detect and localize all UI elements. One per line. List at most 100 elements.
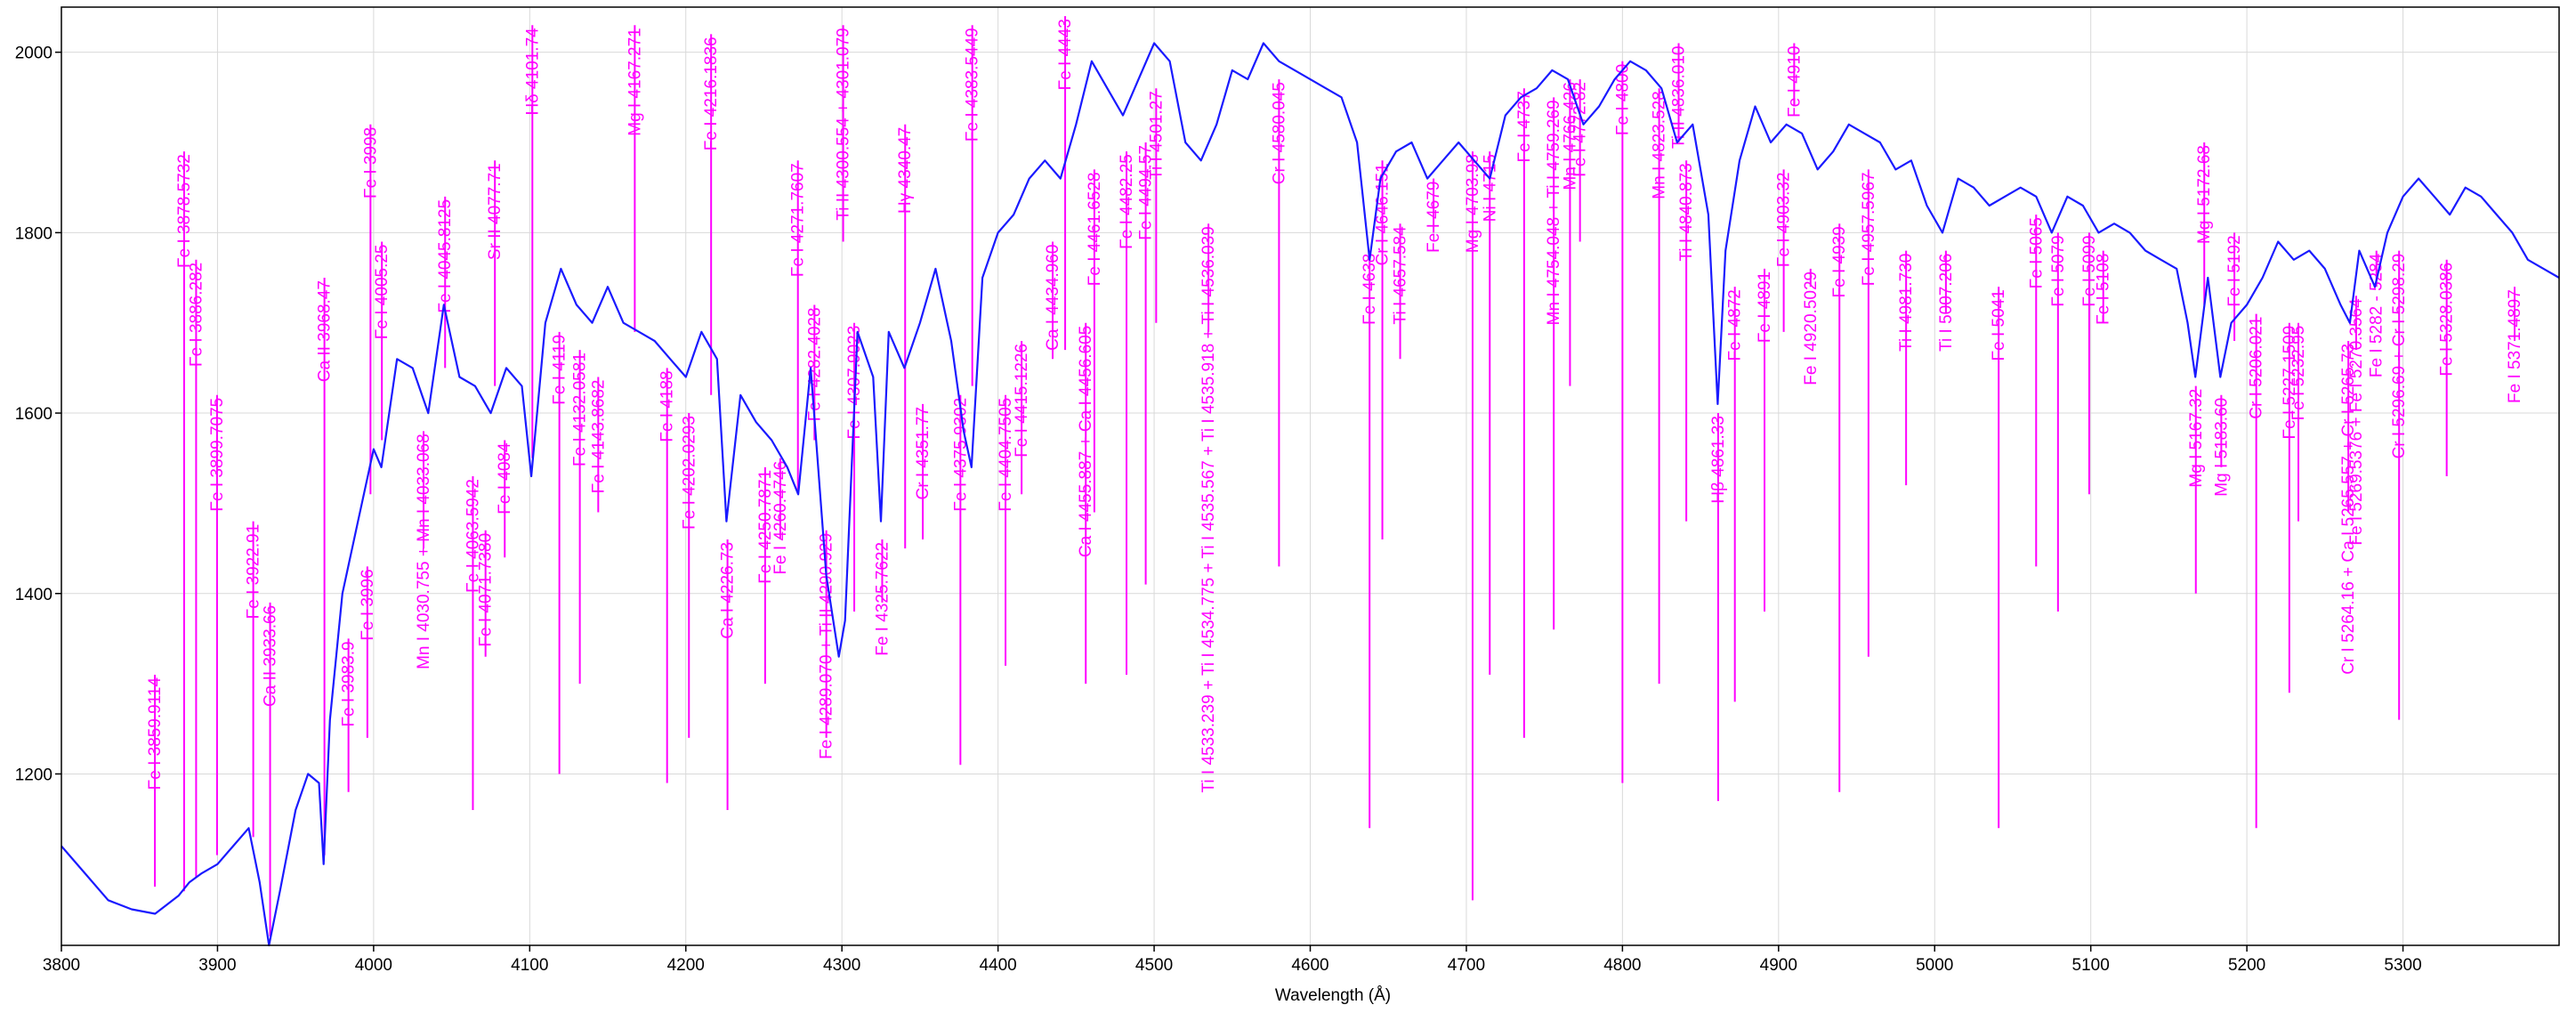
line-label: Fe I 5282 - 5284: [2368, 253, 2386, 377]
x-tick-label: 4200: [667, 956, 705, 975]
line-label: Fe I 4891: [1756, 271, 1774, 343]
line-label: Fe I 5041: [1990, 289, 2008, 361]
line-label: Fe I 4415.1226: [1013, 344, 1031, 458]
line-label: Fe I 4482.25: [1118, 154, 1136, 249]
line-label: Fe I 4383.5449: [964, 28, 982, 142]
line-label: Mg I 5172.68: [2195, 145, 2214, 244]
line-label: Ca I 4226.73: [719, 542, 738, 639]
line-label: Cr I 5206.021: [2248, 317, 2266, 419]
y-tick-label: 1400: [15, 586, 52, 604]
line-label: Fe I 3899.7075: [208, 398, 227, 512]
line-label: Fe I 4132.0581: [571, 353, 590, 466]
line-label: Fe I 4260.4746: [771, 461, 790, 575]
line-label: Mg I 4703.98: [1464, 154, 1482, 253]
line-label: Ti I 4840.873: [1677, 163, 1696, 261]
x-tick-label: 4000: [355, 956, 392, 975]
line-label: Fe I 4461.6528: [1086, 172, 1104, 286]
line-label: Fe I 4872: [1726, 289, 1745, 361]
line-label: Fe I 3922.91: [245, 524, 263, 620]
line-label: Fe I 3996: [359, 569, 377, 640]
spectrum-series: [61, 42, 2560, 947]
x-tick-label: 4300: [823, 956, 860, 975]
line-label: Fe I 4250.7871: [756, 470, 775, 584]
line-label: Fe I 5192: [2225, 235, 2244, 306]
line-label: Fe I 5079: [2049, 235, 2068, 306]
x-tick-label: 4900: [1760, 956, 1797, 975]
x-tick-label: 5100: [2072, 956, 2110, 975]
line-label: Cr I 4580.045: [1270, 82, 1288, 184]
line-label: Fe I 4289.070 + Ti II 4290.929: [818, 533, 836, 759]
line-label: Fe I 4939: [1830, 226, 1849, 297]
line-label: Mg I 5183.60: [2212, 398, 2231, 497]
line-label: Cr I 5264.16 + Ca I 5265.557 + Cr I 5265…: [2339, 344, 2358, 675]
x-tick-label: 4400: [979, 956, 1016, 975]
line-label: Fe I 5108: [2095, 254, 2113, 325]
x-tick-label: 4800: [1603, 956, 1641, 975]
line-label: Fe I 4443: [1056, 19, 1075, 90]
line-label: Fe I 4910: [1785, 46, 1804, 118]
y-tick-label: 2000: [15, 45, 52, 63]
line-label: Mn I 4766.426: [1561, 82, 1579, 190]
line-label: Fe I 4404.7505: [997, 398, 1015, 512]
x-tick-label: 5200: [2228, 956, 2265, 975]
line-label: Fe I 4063.5942: [464, 479, 482, 593]
line-label: Fe I 3998: [361, 127, 380, 199]
line-label: Fe I 3983.9: [340, 641, 359, 726]
line-label: Ti I 5007.206: [1937, 254, 1956, 352]
line-label: Ti I 4501.27: [1147, 91, 1166, 180]
x-tick-label: 5000: [1916, 956, 1953, 975]
line-label: Fe I 4800: [1613, 64, 1632, 135]
line-label: Fe I 4216.1836: [702, 36, 721, 150]
line-label: Mg I 4167.271: [626, 28, 644, 135]
line-label: Fe I 5371.4897: [2506, 289, 2524, 403]
x-tick-label: 4100: [511, 956, 548, 975]
x-axis-label: Wavelength (Å): [1275, 986, 1391, 1005]
line-label: Ni I 4715: [1481, 154, 1499, 222]
line-label: Hβ 4861.33: [1709, 416, 1728, 504]
x-tick-label: 4500: [1135, 956, 1173, 975]
line-label: Cr I 5296.69 + Cr I 5298.29: [2390, 254, 2409, 459]
line-label: Fe I 4737: [1515, 91, 1534, 162]
x-tick-label: 3800: [43, 956, 80, 975]
line-label: Fe I 4282.4028: [805, 307, 824, 421]
line-label: Fe I 5065: [2027, 217, 2046, 288]
line-label: Fe I 4375.9302: [951, 398, 970, 512]
line-label: Fe I 4920.5029: [1802, 271, 1821, 385]
line-label: Fe I 4119: [551, 335, 569, 405]
line-label: Ti I 4981.730: [1897, 254, 1916, 352]
line-label: Fe I 5227.1509: [2281, 326, 2299, 440]
line-label: Sr II 4077.71: [486, 163, 505, 260]
line-label: Fe I 4202.0293: [680, 416, 699, 530]
spectrum-line: [61, 42, 2560, 947]
line-label: Fe I 4772.82: [1571, 82, 1590, 177]
line-label: Fe I 5099: [2080, 235, 2099, 306]
line-label: Ca I 4455.887 + Ca I 4456.605: [1077, 326, 1095, 557]
line-label: Hγ 4340.47: [896, 127, 915, 214]
line-label: Ca I 4434.960: [1044, 245, 1062, 351]
line-label: Fe I 4071.7380: [477, 533, 496, 647]
line-label: Fe I 4271.7607: [789, 163, 808, 277]
line-label: Fe I 4084: [496, 442, 514, 515]
axes: 3800 3900 4000 4100 4200 4300 4400 4500 4600 4700…: [15, 6, 2560, 975]
line-label: Fe I 3859.9114: [146, 677, 165, 790]
x-tick-label: 5300: [2384, 956, 2421, 975]
line-label: Fe I 4045.8125: [436, 199, 455, 313]
line-label: Mg I 5167.32: [2187, 389, 2206, 488]
line-label: Ti II 4300.554 + 4301.079: [835, 28, 853, 220]
y-tick-label: 1800: [15, 224, 52, 243]
line-label: Ca II 3968.47: [316, 280, 335, 382]
line-label: Fe I 4679: [1425, 182, 1443, 253]
line-label: Fe I 4143.8682: [589, 380, 608, 494]
line-label: Fe I 4188: [658, 370, 677, 442]
line-label: Fe I 5269.5376 + Fe I 5270.3564: [2347, 298, 2366, 546]
line-label: Fe I 4903.32: [1775, 172, 1794, 267]
line-label: Fe I 3886.282: [187, 263, 206, 367]
line-label: Fe I 3878.5732: [175, 154, 194, 268]
x-tick-label: 3900: [198, 956, 236, 975]
line-label: Ti I 4657.584: [1392, 226, 1410, 325]
line-label: Fe I 5232.95: [2289, 326, 2308, 421]
line-label: Mn I 4754.048 + Ti I 4759.269: [1545, 100, 1563, 325]
line-label: Mn I 4823.528: [1651, 91, 1669, 199]
